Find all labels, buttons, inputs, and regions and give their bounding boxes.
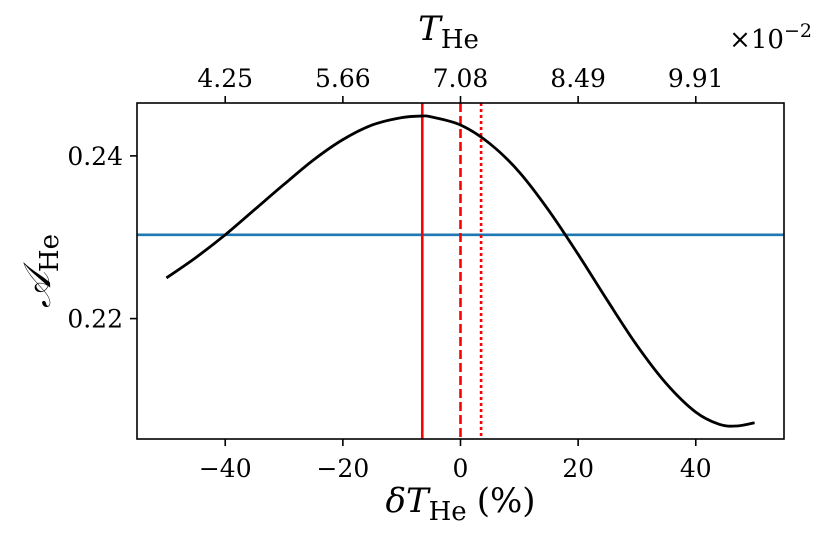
x-tick-label: −20 <box>316 454 369 483</box>
x-tick-label: −40 <box>199 454 252 483</box>
y-axis-title-sub: He <box>35 234 65 272</box>
x-axis-title-unit: (%) <box>477 481 536 521</box>
x-tick-label: 40 <box>680 454 712 483</box>
top-x-tick-label: 5.66 <box>315 64 371 93</box>
x-tick-label: 0 <box>453 454 469 483</box>
top-axis-offset-prefix: ×10 <box>729 25 784 55</box>
x-axis-title-sub: He <box>429 497 467 527</box>
top-x-tick-label: 4.25 <box>197 64 253 93</box>
x-axis-title-var: T <box>406 481 431 521</box>
plot-frame <box>136 102 785 440</box>
x-axis-title-prefix: δ <box>385 481 405 521</box>
y-tick-label: 0.22 <box>67 305 123 334</box>
top-axis-title-sub: He <box>441 25 479 55</box>
top-x-tick-label: 9.91 <box>668 64 724 93</box>
top-axis-title: THe <box>418 9 479 55</box>
ticks: −40 −20 0 20 40 4.25 5.66 7.08 8.49 9.91 0.22 0.24 <box>67 64 723 483</box>
top-axis-title-var: T <box>418 9 443 49</box>
x-axis-title: δTHe (%) <box>385 481 535 527</box>
top-axis-offset: ×10−2 <box>729 20 812 55</box>
top-x-tick-label: 8.49 <box>550 64 606 93</box>
top-x-tick-label: 7.08 <box>433 64 489 93</box>
y-tick-label: 0.24 <box>67 142 123 171</box>
plot-content <box>137 103 784 439</box>
series-curve-0 <box>165 114 755 428</box>
x-tick-label: 20 <box>562 454 594 483</box>
top-axis-offset-exp: −2 <box>784 20 812 42</box>
y-axis-title: 𝒜He <box>15 234 65 308</box>
